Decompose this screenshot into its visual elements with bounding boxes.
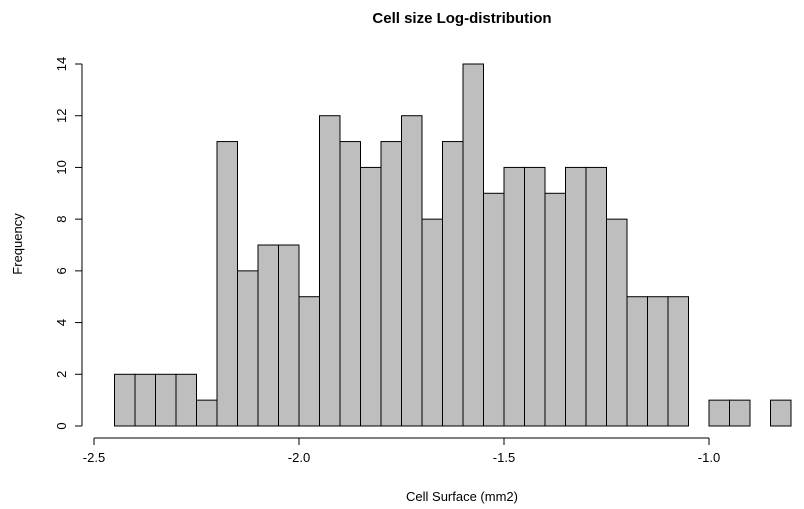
y-tick-label: 6 [54, 267, 69, 274]
x-tick-label: -2.0 [288, 450, 310, 465]
histogram-bar [442, 141, 464, 427]
histogram-bar [770, 399, 792, 427]
histogram-bar [319, 115, 341, 427]
histogram-bar [483, 192, 505, 427]
histogram-bar [360, 166, 382, 427]
histogram-bar [524, 166, 546, 427]
histogram-bar [114, 373, 136, 427]
histogram-bar [196, 399, 218, 427]
histogram-bar [380, 141, 402, 427]
histogram-bar [237, 270, 259, 427]
histogram-bar [278, 244, 300, 427]
histogram-bar [606, 218, 628, 427]
chart-title: Cell size Log-distribution [372, 10, 551, 27]
histogram-bar [544, 192, 566, 427]
y-tick-label: 14 [54, 57, 69, 71]
histogram-bar [401, 115, 423, 427]
x-axis: -2.5 -2.0 -1.5 -1.0 [83, 437, 720, 465]
histogram-bar [647, 296, 669, 427]
histogram-bar [155, 373, 177, 427]
histogram-bar [503, 166, 525, 427]
x-axis-label: Cell Surface (mm2) [406, 489, 518, 504]
x-tick-label: -1.0 [698, 450, 720, 465]
histogram-bar [729, 399, 751, 427]
y-tick-label: 4 [54, 319, 69, 326]
histogram-bar [175, 373, 197, 427]
x-tick-label: -2.5 [83, 450, 105, 465]
y-tick-label: 2 [54, 371, 69, 378]
histogram-bar [298, 296, 320, 427]
histogram-bar [708, 399, 730, 427]
x-tick-label: -1.5 [493, 450, 515, 465]
y-tick-label: 0 [54, 422, 69, 429]
y-tick-label: 12 [54, 108, 69, 122]
histogram-bar [421, 218, 443, 427]
histogram-bar [339, 141, 361, 427]
histogram-bar [585, 166, 607, 427]
histogram-bar [216, 141, 238, 427]
histogram-bar [667, 296, 689, 427]
histogram-bar [626, 296, 648, 427]
histogram-bar [462, 63, 484, 427]
bars-group [114, 63, 792, 427]
histogram-bar [134, 373, 156, 427]
y-axis-label: Frequency [10, 213, 25, 275]
y-tick-label: 8 [54, 216, 69, 223]
histogram-bar [565, 166, 587, 427]
histogram-bar [257, 244, 279, 427]
y-axis: 0 2 4 6 8 10 12 14 [54, 57, 83, 430]
y-tick-label: 10 [54, 160, 69, 174]
